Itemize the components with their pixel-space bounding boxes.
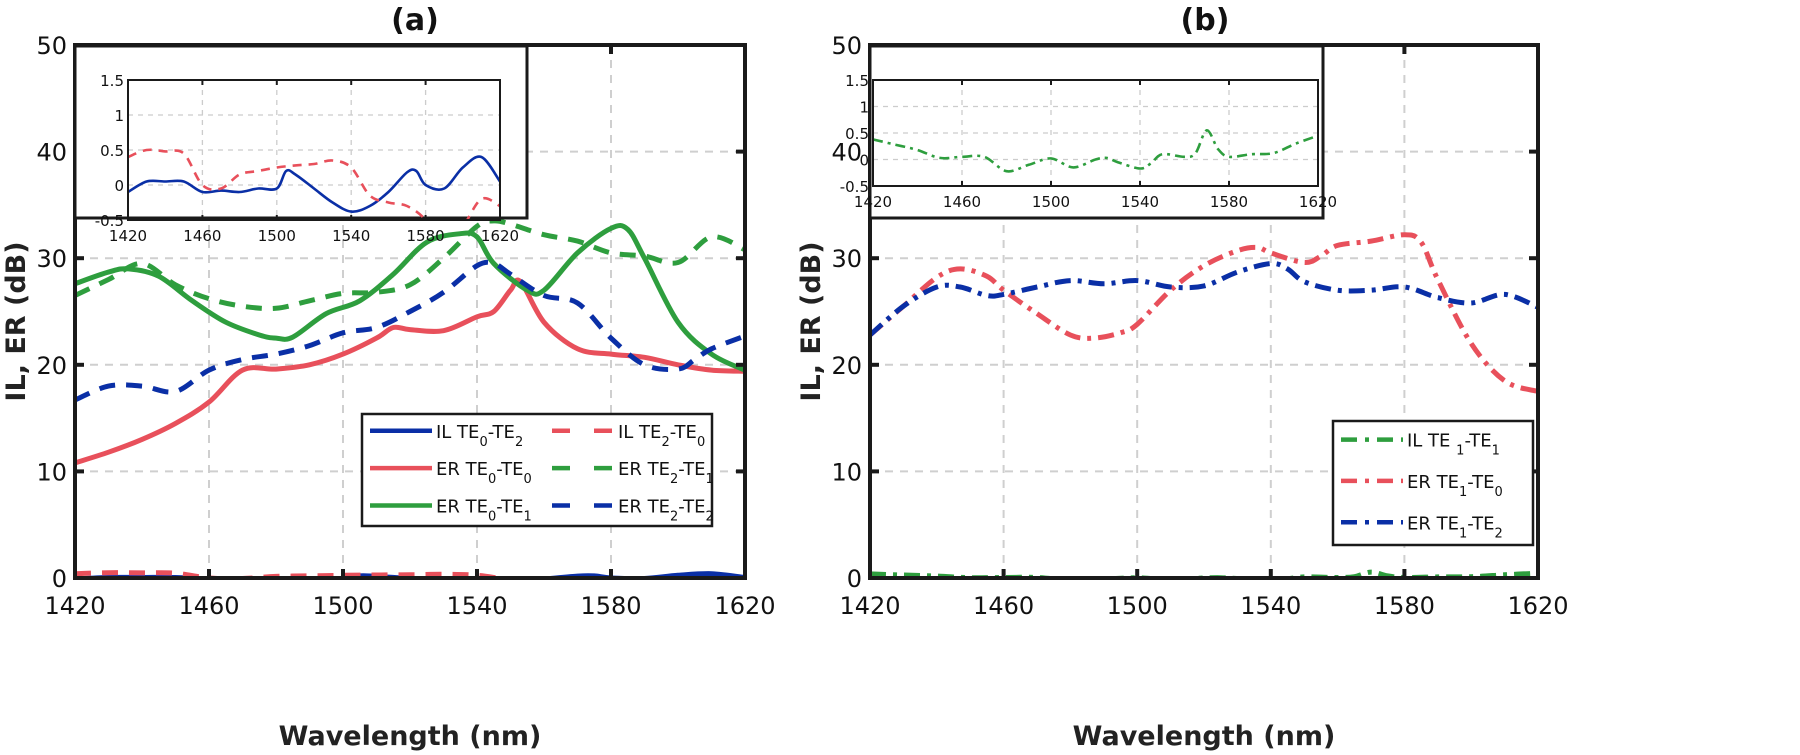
- inset-y-tick-label: 0: [114, 177, 124, 195]
- inset: 1420 1460 1500 1540 1580 1620 -0.5 0 0.5 1 1.5: [840, 44, 1337, 220]
- series-line-er-te0-te1: [75, 223, 745, 373]
- x-tick-label: 1460: [178, 592, 239, 620]
- y-tick-label: 10: [36, 458, 67, 486]
- legend-label: IL TE0-TE2: [436, 422, 523, 450]
- y-tick-label: 0: [52, 565, 67, 593]
- x-tick-label: 1620: [714, 592, 775, 620]
- legend-entry: ER TE1-TE2: [1341, 513, 1503, 541]
- inset-x-tick-label: 1580: [1210, 193, 1248, 211]
- y-tick-label: 30: [831, 245, 862, 273]
- inset-x-tick-label: 1420: [854, 193, 892, 211]
- y-axis-label: IL, ER (dB): [796, 241, 827, 401]
- x-tick-label: 1420: [44, 592, 105, 620]
- inset-y-tick-label: 0: [859, 152, 869, 170]
- legend: IL TE 1-TE1 ER TE1-TE0 ER TE1-TE2: [1331, 419, 1535, 547]
- inset-series-group: [128, 148, 500, 220]
- inset-y-tick-label: 1.5: [100, 72, 124, 90]
- legend-label: ER TE0-TE1: [436, 496, 532, 524]
- panel-title: (b): [1181, 3, 1230, 38]
- series-line-er-te2-te2: [75, 259, 745, 403]
- inset-y-tick-label: -0.5: [95, 212, 124, 230]
- inset-y-tick-label: 0.5: [845, 125, 869, 143]
- y-tick-label: 20: [831, 352, 862, 380]
- inset-y-tick-label: 1: [859, 99, 869, 117]
- inset-x-tick-label: 1620: [1299, 193, 1337, 211]
- series-line-er-te1-te2: [870, 260, 1538, 337]
- inset-x-tick-label: 1420: [109, 227, 147, 245]
- inset-frame-outer: [868, 44, 1325, 220]
- series-line-er-te2-te1: [75, 218, 745, 312]
- inset-x-tick-label: 1540: [1121, 193, 1159, 211]
- x-tick-label: 1500: [1107, 592, 1168, 620]
- x-tick-label: 1580: [580, 592, 641, 620]
- legend-label: ER TE1-TE2: [1407, 513, 1503, 541]
- legend-entry: IL TE 1-TE1: [1341, 431, 1500, 459]
- y-tick-label: 30: [36, 245, 67, 273]
- x-tick-label: 1460: [973, 592, 1034, 620]
- legend: IL TE0-TE2 IL TE2-TE0 ER TE0-TE0 ER TE2-TE1…: [360, 412, 714, 528]
- series-group: [75, 218, 745, 578]
- legend-entry: ER TE2-TE1: [552, 459, 714, 487]
- inset-series-group: [873, 129, 1318, 173]
- legend-entry: ER TE0-TE1: [370, 496, 532, 524]
- y-tick-label: 40: [36, 139, 67, 167]
- inset-x-tick-label: 1500: [1032, 193, 1070, 211]
- inset-x-tick-label: 1500: [258, 227, 296, 245]
- y-tick-label: 10: [831, 458, 862, 486]
- y-tick-label: 20: [36, 352, 67, 380]
- x-tick-label: 1540: [1240, 592, 1301, 620]
- inset-x-tick-label: 1460: [943, 193, 981, 211]
- x-tick-label: 1580: [1374, 592, 1435, 620]
- inset-x-tick-label: 1460: [183, 227, 221, 245]
- legend-label: ER TE2-TE1: [618, 459, 714, 487]
- inset-y-tick-label: -0.5: [840, 178, 869, 196]
- x-axis-label: Wavelength (nm): [279, 721, 542, 752]
- legend-entry: ER TE1-TE0: [1341, 472, 1503, 500]
- legend-label: IL TE2-TE0: [618, 422, 705, 450]
- inset: 1420 1460 1500 1540 1580 1620 -0.5 0 0.5 1 1.5: [73, 44, 529, 245]
- inset-axes-frame: [127, 79, 501, 221]
- legend-entry: IL TE0-TE2: [370, 422, 523, 450]
- legend-entry: IL TE2-TE0: [552, 422, 705, 450]
- legend-entry: ER TE0-TE0: [370, 459, 532, 487]
- panel-b: (b)1420 1460 1500 1540 1580 162001020304050Wa…: [796, 3, 1569, 752]
- legend-label: ER TE2-TE2: [618, 496, 714, 524]
- x-tick-label: 1540: [446, 592, 507, 620]
- x-tick-label: 1620: [1507, 592, 1568, 620]
- inset-x-tick-label: 1580: [407, 227, 445, 245]
- legend-entry: ER TE2-TE2: [552, 496, 714, 524]
- inset-x-tick-label: 1540: [332, 227, 370, 245]
- x-tick-label: 1420: [839, 592, 900, 620]
- x-axis-label: Wavelength (nm): [1073, 721, 1336, 752]
- inset-series-line-il-te1-te1: [873, 129, 1318, 173]
- inset-frame-outer: [73, 44, 529, 220]
- inset-axes-frame: [872, 79, 1319, 187]
- inset-y-tick-label: 1.5: [845, 72, 869, 90]
- y-tick-label: 40: [831, 139, 862, 167]
- y-tick-label: 50: [831, 32, 862, 60]
- y-axis-label: IL, ER (dB): [1, 241, 32, 401]
- y-tick-label: 0: [847, 565, 862, 593]
- inset-y-tick-label: 1: [114, 107, 124, 125]
- legend-label: IL TE 1-TE1: [1407, 431, 1500, 459]
- legend-label: ER TE1-TE0: [1407, 472, 1503, 500]
- inset-series-line-il-te0-te2: [128, 155, 500, 213]
- panel-a: (a)1420 1460 1500 1540 1580 162001020304050Wa…: [1, 3, 776, 752]
- y-tick-label: 50: [36, 32, 67, 60]
- inset-y-tick-label: 0.5: [100, 142, 124, 160]
- series-line-il-te2-te0: [75, 570, 732, 578]
- panel-title: (a): [391, 3, 439, 38]
- legend-label: ER TE0-TE0: [436, 459, 532, 487]
- inset-x-tick-label: 1620: [481, 227, 519, 245]
- series-line-er-te0-te0: [75, 277, 745, 466]
- series-line-er-te1-te0: [870, 232, 1538, 394]
- inset-series-line-il-te2-te0: [128, 148, 500, 220]
- x-tick-label: 1500: [312, 592, 373, 620]
